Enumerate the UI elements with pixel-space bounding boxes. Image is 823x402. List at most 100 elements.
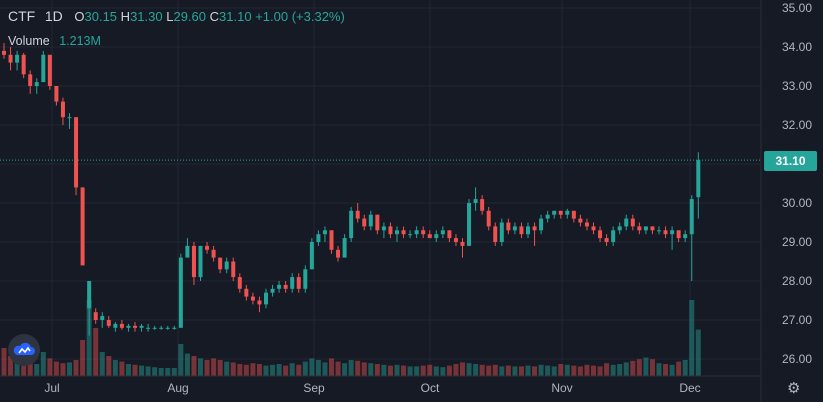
- volume-bar: [270, 364, 276, 376]
- candle-body: [663, 230, 668, 235]
- candle-body: [126, 325, 131, 328]
- volume-bar: [165, 368, 171, 376]
- candle-body: [60, 101, 65, 118]
- candle-body: [381, 226, 386, 231]
- volume-bar: [505, 365, 511, 376]
- chart-grid: [0, 0, 761, 376]
- candle-body: [453, 238, 458, 242]
- volume-bar: [551, 366, 557, 376]
- candle-body: [427, 234, 432, 239]
- volume-bar: [663, 364, 669, 376]
- open-value: 30.15: [84, 9, 118, 24]
- volume-bar: [125, 364, 131, 376]
- price-tick-label: 29.00: [782, 235, 812, 249]
- candle-body: [283, 284, 288, 289]
- candle-body: [414, 230, 419, 235]
- candle-body: [532, 226, 537, 231]
- candle-body: [375, 214, 380, 231]
- price-axis: 35.0034.0033.0032.0031.0030.0029.0028.00…: [782, 1, 812, 366]
- gear-icon[interactable]: ⚙: [787, 380, 801, 397]
- candle-body: [54, 86, 59, 102]
- candle-body: [106, 320, 111, 326]
- candle-body: [362, 218, 367, 227]
- volume-bar: [381, 364, 387, 376]
- volume-bar: [604, 363, 610, 376]
- candle-body: [617, 226, 622, 231]
- candle-body: [316, 234, 321, 242]
- volume-bar: [119, 361, 125, 376]
- candle-body: [526, 226, 530, 235]
- volume-bar: [689, 300, 695, 376]
- volume-bar: [47, 358, 53, 376]
- candle-body: [349, 210, 354, 239]
- candle-body: [47, 54, 52, 86]
- volume-bar: [86, 300, 92, 376]
- volume-bar: [368, 363, 374, 376]
- price-tick-label: 34.00: [782, 40, 812, 54]
- volume-bar: [440, 367, 446, 376]
- candle-body: [80, 187, 85, 266]
- volume-bar: [1, 348, 7, 376]
- volume-bar: [99, 352, 105, 376]
- volume-bar: [348, 360, 354, 376]
- candle-body: [139, 325, 144, 328]
- close-value: 31.10: [219, 9, 252, 24]
- volume-bar: [289, 363, 295, 376]
- volume-bar: [53, 361, 59, 376]
- volume-bar: [171, 368, 177, 376]
- candle-body: [624, 218, 629, 227]
- volume-bar: [695, 329, 701, 376]
- volume-bar: [73, 360, 79, 376]
- volume-bar: [198, 358, 203, 376]
- candle-body: [296, 277, 301, 289]
- price-tick-label: 28.00: [782, 274, 812, 288]
- high-label: H: [120, 9, 131, 24]
- interval-label[interactable]: 1D: [44, 8, 63, 24]
- time-axis: Jul Aug Sep Oct Nov Dec: [44, 381, 700, 395]
- high-value: 31.30: [130, 9, 163, 24]
- volume-bar: [518, 366, 524, 376]
- close-label: C: [209, 9, 220, 24]
- candle-body: [480, 199, 485, 211]
- candle-body: [336, 249, 341, 258]
- volume-bar: [106, 356, 112, 376]
- candle-body: [519, 226, 524, 235]
- volume-bar: [479, 364, 485, 376]
- volume-bar: [407, 366, 413, 376]
- volume-bar: [21, 361, 27, 376]
- volume-bar: [329, 358, 334, 376]
- price-tick-label: 26.00: [782, 352, 812, 366]
- candle-body: [191, 245, 196, 278]
- candle-body: [172, 327, 177, 329]
- volume-bar: [309, 358, 315, 376]
- candle-body: [467, 203, 472, 246]
- candle-body: [74, 117, 79, 188]
- candle-body: [257, 300, 262, 305]
- volume-bar: [636, 359, 642, 376]
- volume-label[interactable]: Volume: [8, 34, 50, 48]
- candle-body: [630, 218, 635, 227]
- candle-body: [591, 226, 596, 231]
- candle-body: [21, 54, 26, 75]
- volume-bar: [256, 364, 262, 376]
- candle-body: [512, 226, 517, 231]
- symbol-label[interactable]: CTF: [8, 8, 36, 24]
- tradingview-logo[interactable]: [8, 334, 40, 366]
- price-tick-label: 27.00: [782, 313, 812, 327]
- candle-body: [447, 230, 452, 239]
- volume-bar: [446, 365, 452, 376]
- candle-body: [2, 50, 6, 55]
- candle-body: [499, 222, 504, 242]
- volume-bar: [283, 365, 289, 376]
- volume-bar: [243, 364, 249, 376]
- volume-bar: [682, 360, 688, 376]
- volume-bar: [453, 364, 459, 376]
- candle-body: [303, 269, 308, 289]
- open-label: O: [74, 9, 85, 24]
- candle-body: [178, 257, 183, 328]
- volume-bar: [355, 360, 361, 376]
- candle-body: [670, 230, 675, 235]
- volume-bar: [145, 366, 151, 376]
- candle-body: [506, 222, 511, 231]
